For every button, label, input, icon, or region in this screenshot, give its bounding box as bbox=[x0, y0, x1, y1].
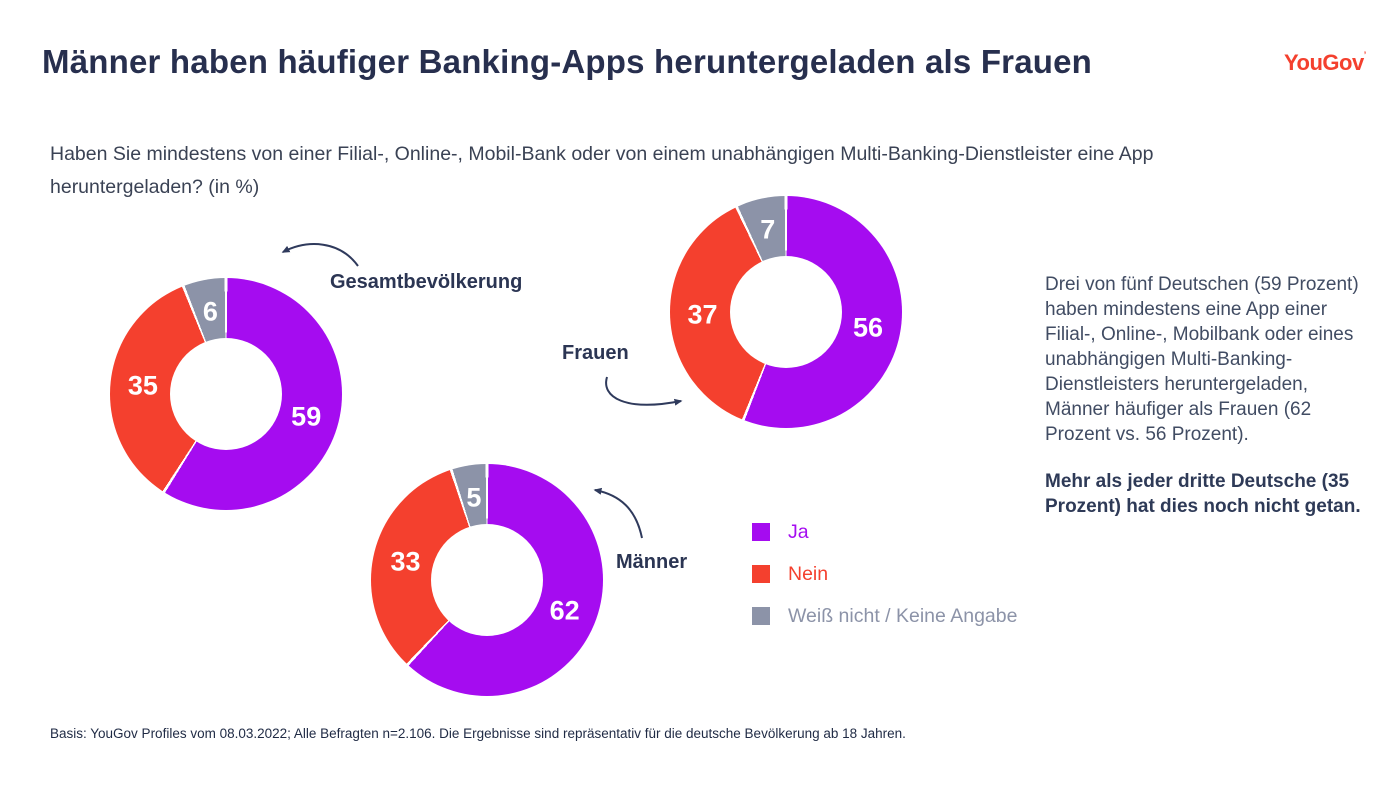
legend-item-ja: Ja bbox=[752, 520, 1017, 543]
legend-label-weiss-nicht: Weiß nicht / Keine Angabe bbox=[788, 604, 1018, 627]
insight-text-block: Drei von fünf Deutschen (59 Prozent) hab… bbox=[1045, 272, 1363, 519]
basis-footnote: Basis: YouGov Profiles vom 08.03.2022; A… bbox=[50, 726, 906, 741]
insight-paragraph: Drei von fünf Deutschen (59 Prozent) hab… bbox=[1045, 274, 1359, 445]
legend-label-ja: Ja bbox=[788, 520, 809, 543]
donut-hole bbox=[730, 256, 842, 368]
donut-chart-frauen: 56 37 7 bbox=[670, 196, 902, 428]
donut-chart-gesamtbevoelkerung: 59 35 6 bbox=[110, 278, 342, 510]
segment-value-weiss-nicht: 7 bbox=[760, 214, 776, 245]
segment-value-nein: 37 bbox=[687, 299, 718, 330]
segment-value-weiss-nicht: 5 bbox=[466, 482, 482, 512]
insight-bold-paragraph: Mehr als jeder dritte Deutsche (35 Proze… bbox=[1045, 471, 1361, 517]
survey-question: Haben Sie mindestens von einer Filial-, … bbox=[50, 143, 1154, 198]
arrow-to-maenner-chart bbox=[593, 487, 643, 539]
donut-hole bbox=[170, 338, 282, 450]
segment-value-ja: 59 bbox=[291, 401, 322, 432]
chart-label-gesamtbevoelkerung: Gesamtbevölkerung bbox=[330, 271, 523, 293]
chart-label-frauen: Frauen bbox=[562, 342, 629, 364]
legend-item-nein: Nein bbox=[752, 562, 1017, 585]
legend-swatch-nein bbox=[752, 565, 770, 583]
donut-chart-maenner: 62 33 5 bbox=[371, 464, 603, 696]
legend-swatch-weiss-nicht bbox=[752, 607, 770, 625]
arrow-to-frauen-chart bbox=[605, 376, 683, 406]
segment-value-ja: 56 bbox=[853, 312, 884, 343]
yougov-logo-text: YouGov bbox=[1284, 50, 1364, 75]
segment-value-nein: 33 bbox=[390, 546, 421, 577]
segment-value-nein: 35 bbox=[127, 370, 158, 401]
chart-label-maenner: Männer bbox=[616, 551, 688, 573]
arrow-to-gesamtbevoelkerung-chart bbox=[281, 243, 359, 267]
yougov-logo-mark: ’ bbox=[1363, 50, 1367, 60]
yougov-logo: YouGov’ bbox=[1284, 50, 1366, 76]
segment-value-ja: 62 bbox=[549, 595, 580, 626]
legend-label-nein: Nein bbox=[788, 562, 829, 585]
segment-value-weiss-nicht: 6 bbox=[202, 296, 218, 327]
legend-swatch-ja bbox=[752, 523, 770, 541]
legend-item-weiss-nicht: Weiß nicht / Keine Angabe bbox=[752, 604, 1018, 627]
donut-hole bbox=[431, 524, 543, 636]
legend: Ja Nein Weiß nicht / Keine Angabe bbox=[752, 520, 1018, 649]
page-title: Männer haben häufiger Banking-Apps herun… bbox=[42, 43, 1093, 80]
